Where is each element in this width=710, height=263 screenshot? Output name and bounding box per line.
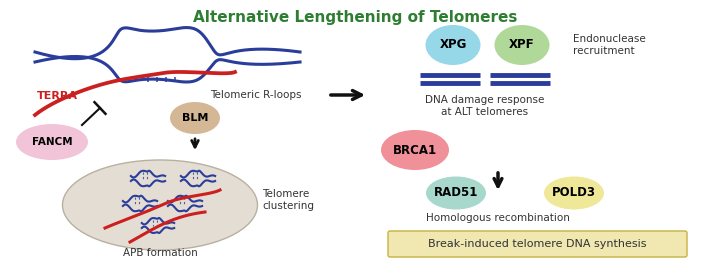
Text: POLD3: POLD3 [552, 186, 596, 200]
Text: DNA damage response
at ALT telomeres: DNA damage response at ALT telomeres [425, 95, 545, 117]
Text: XPF: XPF [509, 38, 535, 52]
Ellipse shape [62, 160, 258, 250]
Text: Alternative Lengthening of Telomeres: Alternative Lengthening of Telomeres [193, 10, 517, 25]
Ellipse shape [16, 124, 88, 160]
Text: Telomere
clustering: Telomere clustering [262, 189, 314, 211]
Text: APB formation: APB formation [123, 248, 197, 258]
Ellipse shape [426, 176, 486, 210]
Text: RAD51: RAD51 [434, 186, 479, 200]
Text: XPG: XPG [439, 38, 466, 52]
Text: Homologous recombination: Homologous recombination [426, 213, 570, 223]
Text: BRCA1: BRCA1 [393, 144, 437, 156]
Text: TERRA: TERRA [37, 91, 78, 101]
Text: Break-induced telomere DNA synthesis: Break-induced telomere DNA synthesis [427, 239, 646, 249]
Ellipse shape [425, 25, 481, 65]
Text: Endonuclease
recruitment: Endonuclease recruitment [573, 34, 646, 56]
Ellipse shape [381, 130, 449, 170]
Text: Telomeric R-loops: Telomeric R-loops [210, 90, 302, 100]
Ellipse shape [170, 102, 220, 134]
Ellipse shape [494, 25, 550, 65]
FancyBboxPatch shape [388, 231, 687, 257]
Text: FANCM: FANCM [32, 137, 72, 147]
Text: BLM: BLM [182, 113, 208, 123]
Ellipse shape [544, 176, 604, 210]
